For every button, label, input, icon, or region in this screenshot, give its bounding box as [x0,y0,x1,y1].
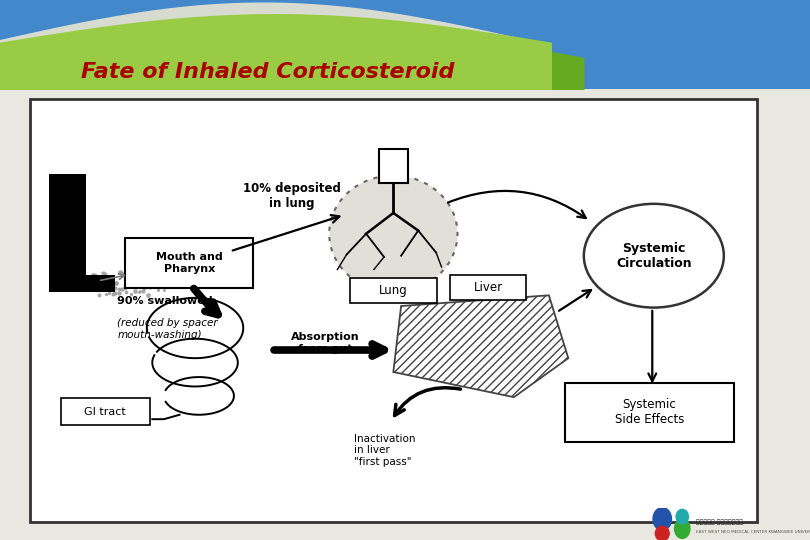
Ellipse shape [653,508,671,530]
Text: Inactivation
in liver
"first pass": Inactivation in liver "first pass" [355,434,416,467]
FancyBboxPatch shape [125,238,254,288]
Polygon shape [394,295,569,397]
FancyBboxPatch shape [565,383,734,442]
Text: Systemic
Circulation: Systemic Circulation [616,242,692,269]
Text: Systemic
Side Effects: Systemic Side Effects [615,399,684,426]
Text: Absorption
from gut: Absorption from gut [292,332,360,354]
Text: Liver: Liver [474,281,503,294]
Text: GI tract: GI tract [84,407,126,417]
FancyBboxPatch shape [30,99,757,522]
Text: Fate of Inhaled Corticosteroid: Fate of Inhaled Corticosteroid [81,62,454,82]
FancyBboxPatch shape [378,149,408,184]
FancyBboxPatch shape [61,398,150,426]
FancyBboxPatch shape [350,278,437,303]
Text: EAST WEST NEO MEDICAL CENTER KWANGWEE UNIVERSITY: EAST WEST NEO MEDICAL CENTER KWANGWEE UN… [696,530,810,534]
Ellipse shape [584,204,724,308]
Text: 10% deposited
in lung: 10% deposited in lung [243,182,341,210]
Text: Lung: Lung [379,284,407,297]
Text: 경의대학교 동서신의학병원: 경의대학교 동서신의학병원 [696,519,743,525]
FancyBboxPatch shape [49,174,86,278]
Ellipse shape [675,519,690,538]
FancyBboxPatch shape [49,274,115,292]
Text: (reduced by spacer
mouth-washing): (reduced by spacer mouth-washing) [117,319,218,340]
Text: Mouth and
Pharynx: Mouth and Pharynx [156,253,223,274]
FancyBboxPatch shape [450,274,526,300]
Ellipse shape [676,509,688,524]
Ellipse shape [329,176,458,292]
Text: 90% swallowed: 90% swallowed [117,296,213,306]
Ellipse shape [655,526,669,540]
